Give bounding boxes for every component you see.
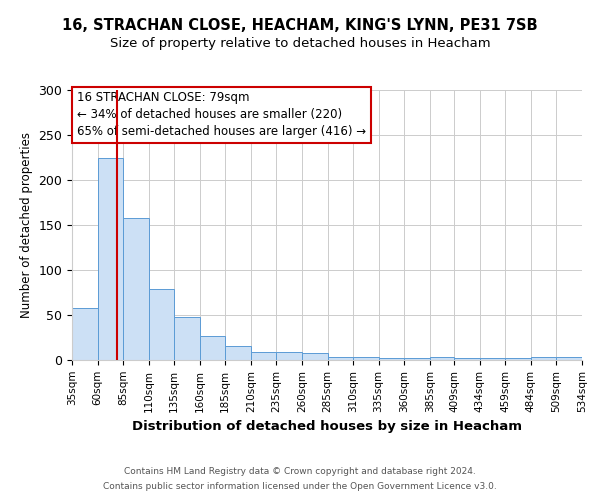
- Bar: [404, 358, 430, 360]
- Bar: [123, 218, 149, 360]
- Bar: [430, 358, 454, 360]
- X-axis label: Distribution of detached houses by size in Heacham: Distribution of detached houses by size …: [132, 420, 522, 433]
- Bar: [353, 358, 379, 360]
- Text: Contains public sector information licensed under the Open Government Licence v3: Contains public sector information licen…: [103, 482, 497, 491]
- Bar: [72, 308, 98, 360]
- Bar: [454, 358, 480, 360]
- Text: 16, STRACHAN CLOSE, HEACHAM, KING'S LYNN, PE31 7SB: 16, STRACHAN CLOSE, HEACHAM, KING'S LYNN…: [62, 18, 538, 32]
- Text: Size of property relative to detached houses in Heacham: Size of property relative to detached ho…: [110, 38, 490, 51]
- Bar: [98, 158, 123, 360]
- Text: Contains HM Land Registry data © Crown copyright and database right 2024.: Contains HM Land Registry data © Crown c…: [124, 467, 476, 476]
- Bar: [531, 358, 556, 360]
- Bar: [174, 317, 200, 360]
- Y-axis label: Number of detached properties: Number of detached properties: [20, 132, 33, 318]
- Bar: [379, 358, 404, 360]
- Bar: [200, 336, 226, 360]
- Bar: [328, 358, 353, 360]
- Bar: [251, 352, 277, 360]
- Bar: [226, 346, 251, 360]
- Bar: [277, 352, 302, 360]
- Bar: [556, 358, 582, 360]
- Text: 16 STRACHAN CLOSE: 79sqm
← 34% of detached houses are smaller (220)
65% of semi-: 16 STRACHAN CLOSE: 79sqm ← 34% of detach…: [77, 92, 366, 138]
- Bar: [149, 289, 174, 360]
- Bar: [505, 358, 531, 360]
- Bar: [302, 353, 328, 360]
- Bar: [480, 358, 505, 360]
